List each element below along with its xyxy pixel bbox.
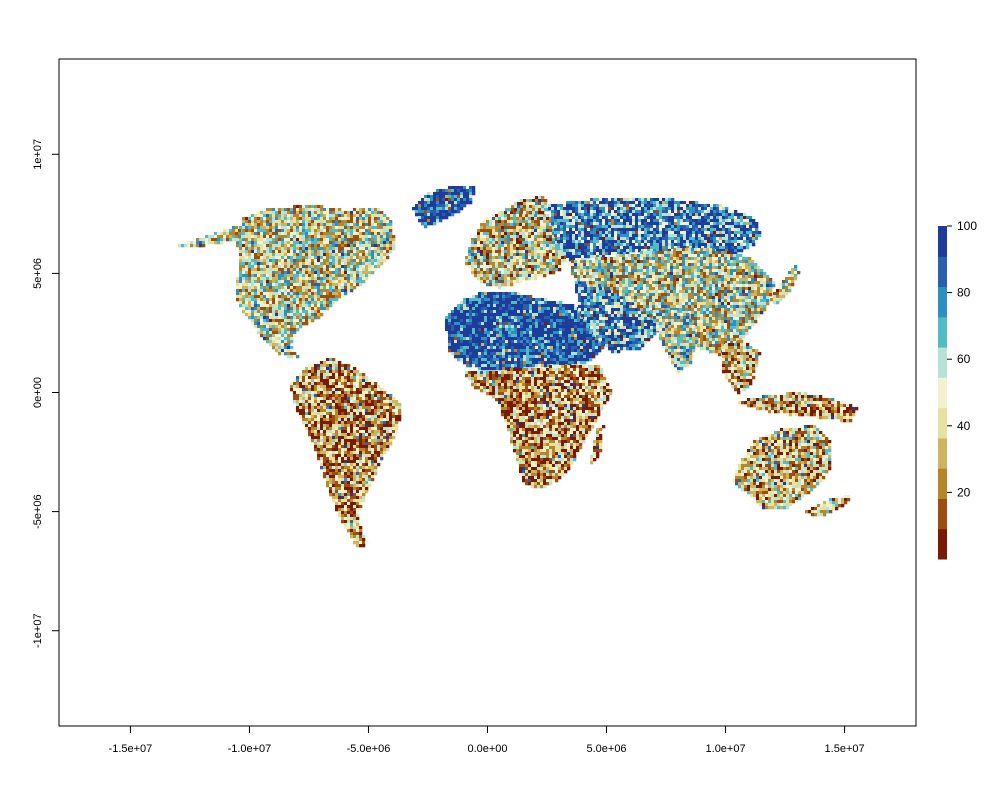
y-tick-label: -1e+07 [32, 613, 44, 648]
legend-swatch [938, 286, 947, 318]
legend-swatch [938, 407, 947, 439]
x-tick-label: 5.0e+06 [586, 743, 626, 755]
y-tick-label: 5e+06 [32, 258, 44, 289]
land-raster [178, 186, 859, 548]
legend-swatch [938, 377, 947, 409]
legend-tick-label: 60 [957, 352, 971, 366]
x-tick-label: -1.0e+07 [228, 743, 272, 755]
legend-tick-label: 40 [957, 419, 971, 433]
y-tick-label: 1e+07 [32, 139, 44, 170]
land-southeast-asia [722, 340, 762, 395]
legend-swatch [938, 528, 947, 560]
land-north-america [236, 205, 396, 359]
legend-swatch [938, 256, 947, 288]
land-india [650, 310, 699, 374]
legend-tick-label: 20 [957, 485, 971, 499]
x-tick-label: 1.5e+07 [825, 743, 865, 755]
legend-swatch [938, 316, 947, 348]
land-indonesia [738, 392, 859, 423]
x-axis: -1.5e+07 -1.0e+07 -5.0e+06 0.0e+00 5.0e+06 1.… [109, 726, 865, 755]
land-sub-saharan-africa [465, 365, 613, 489]
x-tick-label: -5.0e+06 [347, 743, 391, 755]
legend-swatch [938, 347, 947, 378]
land-madagascar [590, 425, 606, 465]
legend-swatch [938, 498, 947, 530]
land-scandinavia [505, 196, 551, 215]
land-australia [732, 425, 832, 510]
legend-swatch [938, 468, 947, 499]
y-tick-label: -5e+06 [32, 494, 44, 529]
y-axis: 1e+07 5e+06 0e+00 -5e+06 -1e+07 [32, 139, 59, 648]
land-alaska-tail [178, 226, 245, 248]
land-japan [770, 265, 801, 305]
x-tick-label: -1.5e+07 [109, 743, 153, 755]
land-europe [465, 205, 568, 290]
legend-swatch [938, 226, 947, 257]
legend-tick-label: 80 [957, 286, 971, 300]
color-legend: 20 40 60 80 100 [938, 219, 977, 560]
y-tick-label: 0e+00 [32, 377, 44, 408]
land-south-america [290, 358, 402, 548]
x-tick-label: 0.0e+00 [467, 743, 507, 755]
legend-swatch [938, 437, 947, 469]
land-greenland [412, 186, 476, 229]
x-tick-label: 1.0e+07 [706, 743, 746, 755]
legend-tick-label: 100 [957, 219, 977, 233]
land-new-zealand [805, 495, 851, 517]
